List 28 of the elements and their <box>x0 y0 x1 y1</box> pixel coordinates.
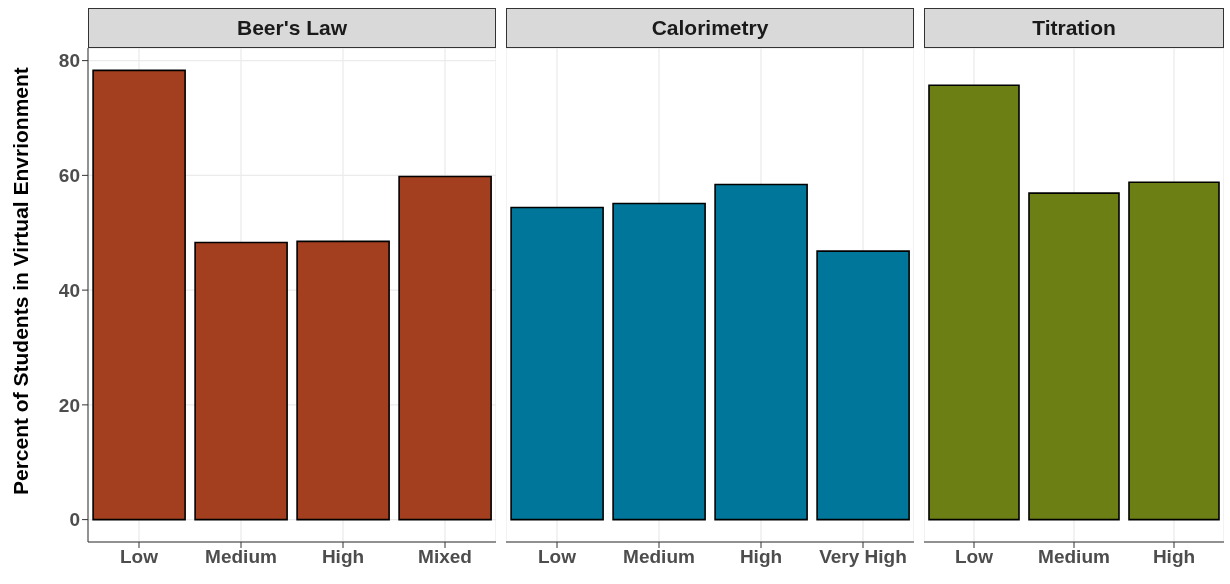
y-tick-label: 40 <box>58 279 80 301</box>
chart-title: Titration <box>924 8 1224 48</box>
bar <box>296 240 390 521</box>
bar <box>714 183 808 521</box>
y-tick-label: 0 <box>69 509 80 531</box>
chart-title: Beer's Law <box>88 8 496 48</box>
chart-title: Calorimetry <box>506 8 914 48</box>
x-tick-label: High <box>1152 546 1196 568</box>
x-tick-label: Medium <box>1038 546 1110 568</box>
x-tick-label: Medium <box>205 546 277 568</box>
y-tick-label: 60 <box>58 165 80 187</box>
x-tick-label: High <box>739 546 783 568</box>
x-tick-label: Mixed <box>418 546 472 568</box>
x-tick-label: Low <box>955 546 994 568</box>
x-tick-label: Medium <box>623 546 695 568</box>
y-axis-title: Percent of Students in Virtual Envrionment <box>9 67 33 495</box>
bar <box>92 69 186 521</box>
bar <box>612 202 706 521</box>
x-tick-label: Low <box>120 546 159 568</box>
y-tick-label: 80 <box>58 50 80 72</box>
x-tick-label: High <box>321 546 365 568</box>
bar <box>510 206 604 521</box>
bar <box>398 175 492 521</box>
bar <box>194 241 288 521</box>
y-tick-label: 20 <box>58 394 80 416</box>
x-tick-label: Low <box>538 546 577 568</box>
x-tick-label: Very High <box>819 546 907 568</box>
bar <box>816 250 910 521</box>
